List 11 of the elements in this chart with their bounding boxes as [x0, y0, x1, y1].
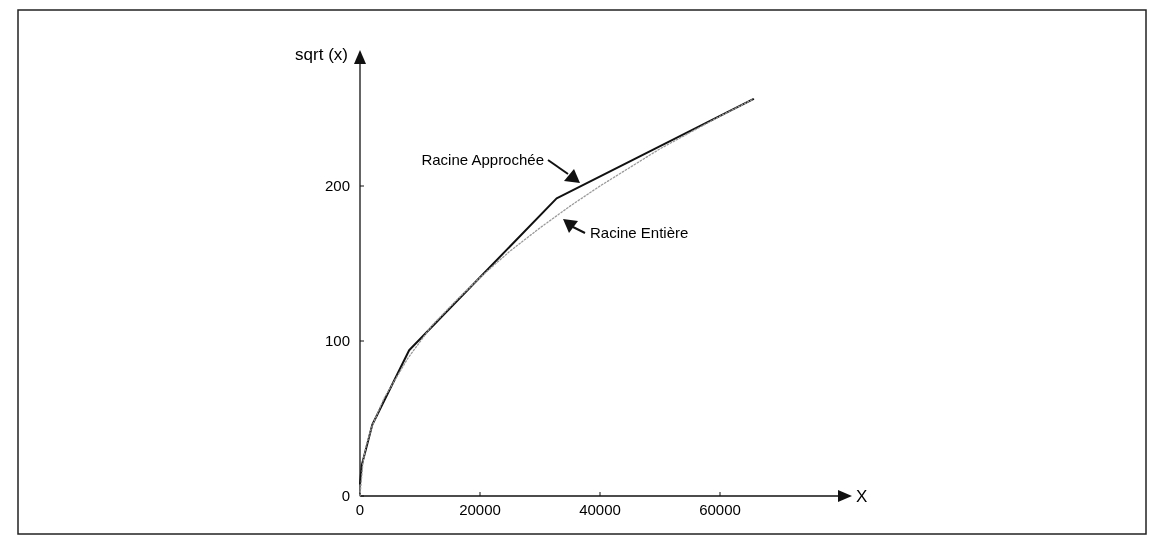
y-axis-title: sqrt (x): [295, 45, 348, 64]
x-tick-label: 0: [355, 501, 365, 518]
y-tick-label: 0: [341, 487, 350, 504]
x-tick-label: 60000: [699, 501, 741, 518]
x-tick-label: 40000: [579, 501, 621, 518]
annotation: Racine Approchée: [421, 151, 544, 168]
y-tick-label: 100: [324, 332, 350, 349]
annotation: Racine Entière: [590, 224, 689, 241]
y-tick-label: 200: [324, 177, 350, 194]
x-tick-label: 20000: [459, 501, 501, 518]
x-axis-title: X: [856, 487, 868, 506]
